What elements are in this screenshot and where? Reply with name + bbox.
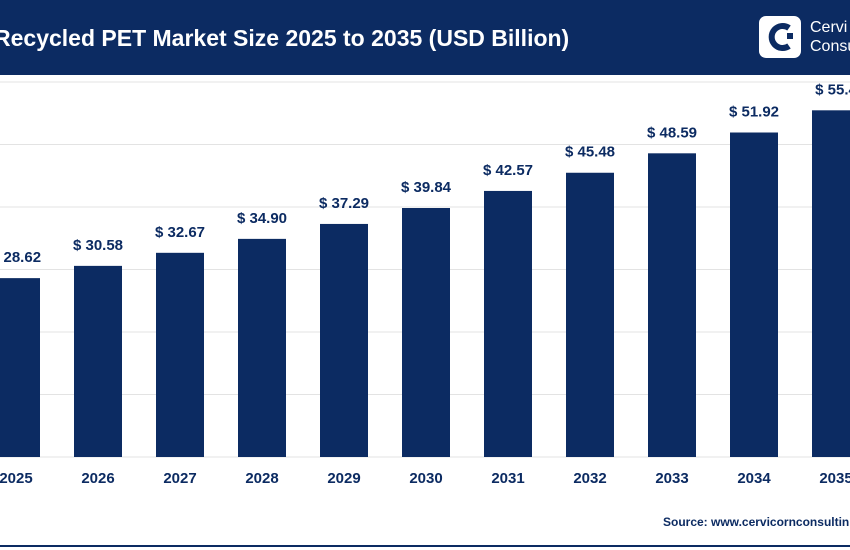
x-tick-label: 2028 bbox=[245, 470, 278, 487]
logo-c bbox=[768, 23, 791, 51]
logo-text: Cervi bbox=[810, 19, 847, 36]
value-label: $ 32.67 bbox=[155, 224, 205, 241]
bar bbox=[320, 223, 368, 457]
value-label: $ 51.92 bbox=[729, 103, 779, 120]
value-label: $ 42.57 bbox=[483, 162, 533, 179]
value-label: $ 34.90 bbox=[237, 210, 287, 227]
source: Source: www.cervicornconsultin bbox=[663, 515, 849, 529]
x-tick-label: 2025 bbox=[0, 470, 33, 487]
logo-text: Consu bbox=[810, 38, 850, 55]
bar bbox=[402, 208, 450, 457]
x-tick-label: 2026 bbox=[81, 470, 114, 487]
x-tick-label: 2029 bbox=[327, 470, 360, 487]
value-label: $ 39.84 bbox=[401, 179, 452, 196]
bar bbox=[730, 132, 778, 457]
bar bbox=[566, 172, 614, 457]
value-label: $ 37.29 bbox=[319, 195, 369, 212]
x-tick-label: 2030 bbox=[409, 470, 442, 487]
value-label: $ 45.48 bbox=[565, 144, 615, 161]
bar bbox=[648, 153, 696, 457]
logo-dot bbox=[787, 33, 793, 39]
logo-icon bbox=[759, 16, 801, 58]
bar bbox=[238, 238, 286, 457]
value-label: $ 55.4 bbox=[815, 81, 850, 98]
value-label: $ 28.62 bbox=[0, 249, 41, 266]
x-tick-label: 2034 bbox=[737, 470, 771, 487]
x-tick-label: 2033 bbox=[655, 470, 688, 487]
bar bbox=[0, 278, 40, 457]
x-tick-label: 2031 bbox=[491, 470, 524, 487]
x-tick-label: 2035 bbox=[819, 470, 850, 487]
bar bbox=[484, 190, 532, 457]
x-tick-label: 2027 bbox=[163, 470, 196, 487]
value-label: $ 48.59 bbox=[647, 124, 697, 141]
bar bbox=[156, 252, 204, 457]
bar bbox=[74, 265, 122, 457]
chart-title: Recycled PET Market Size 2025 to 2035 (U… bbox=[0, 25, 569, 51]
bar bbox=[812, 110, 850, 457]
value-label: $ 30.58 bbox=[73, 237, 123, 254]
header-band bbox=[0, 0, 850, 75]
x-tick-label: 2032 bbox=[573, 470, 606, 487]
